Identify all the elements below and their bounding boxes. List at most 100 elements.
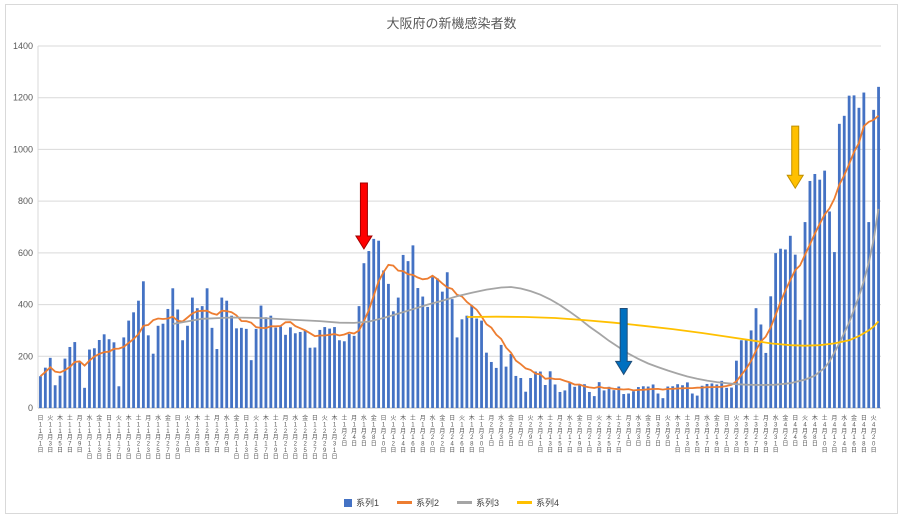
svg-text:2: 2: [872, 435, 876, 441]
svg-text:月: 月: [312, 434, 318, 441]
svg-text:1: 1: [245, 442, 249, 448]
svg-text:日: 日: [831, 447, 837, 454]
svg-text:8: 8: [862, 442, 866, 448]
svg-text:3: 3: [735, 442, 739, 448]
svg-text:日: 日: [792, 415, 798, 422]
svg-text:2: 2: [519, 422, 523, 428]
svg-text:3: 3: [764, 422, 768, 428]
svg-text:0: 0: [431, 442, 435, 448]
svg-text:200: 200: [18, 351, 33, 361]
legend-label-series2: 系列2: [415, 498, 439, 508]
svg-text:日: 日: [243, 453, 249, 460]
svg-text:1: 1: [588, 442, 592, 448]
svg-text:日: 日: [626, 441, 632, 448]
svg-text:木: 木: [194, 414, 200, 422]
svg-text:日: 日: [155, 453, 161, 460]
svg-text:1: 1: [323, 422, 327, 428]
svg-text:1: 1: [686, 435, 690, 441]
svg-text:1: 1: [39, 422, 43, 428]
svg-text:2: 2: [617, 422, 621, 428]
svg-text:2: 2: [784, 435, 788, 441]
red-arrow[interactable]: [355, 182, 373, 250]
svg-text:月: 月: [175, 434, 181, 441]
annotation-arrows[interactable]: [355, 125, 805, 376]
svg-text:8: 8: [421, 442, 425, 448]
svg-text:2: 2: [147, 442, 151, 448]
svg-text:2: 2: [313, 429, 317, 435]
svg-text:2: 2: [225, 429, 229, 435]
legend-label-series4: 系列4: [536, 498, 560, 508]
svg-text:火: 火: [528, 415, 534, 422]
svg-text:1: 1: [264, 442, 268, 448]
svg-text:4: 4: [401, 442, 405, 448]
svg-text:7: 7: [264, 448, 268, 454]
svg-text:日: 日: [822, 447, 828, 454]
svg-text:日: 日: [175, 415, 181, 422]
legend-marker-series3-line-icon: [457, 501, 472, 504]
svg-text:金: 金: [782, 414, 788, 422]
svg-text:金: 金: [96, 414, 102, 422]
svg-text:1: 1: [303, 422, 307, 428]
svg-text:月: 月: [351, 428, 357, 435]
bars-series1[interactable]: [39, 86, 880, 409]
svg-text:1: 1: [117, 429, 121, 435]
svg-text:月: 月: [831, 428, 837, 435]
svg-text:1: 1: [245, 422, 249, 428]
svg-text:金: 金: [439, 414, 445, 422]
svg-text:2: 2: [137, 442, 141, 448]
yellow-arrow[interactable]: [786, 125, 805, 190]
svg-text:月: 月: [831, 415, 837, 422]
svg-text:3: 3: [294, 448, 298, 454]
svg-text:400: 400: [18, 300, 33, 310]
svg-text:日: 日: [175, 453, 181, 460]
svg-text:7: 7: [117, 448, 121, 454]
svg-text:1: 1: [88, 442, 92, 448]
svg-text:1: 1: [852, 435, 856, 441]
svg-text:月: 月: [224, 434, 230, 441]
svg-text:3: 3: [245, 448, 249, 454]
legend-marker-series1-bar-icon: [343, 498, 352, 507]
svg-text:月: 月: [547, 428, 553, 435]
svg-text:日: 日: [400, 447, 406, 454]
legend-item-series4[interactable]: 系列4: [517, 496, 559, 509]
svg-text:日: 日: [616, 447, 622, 454]
legend-item-series1[interactable]: 系列1: [343, 496, 379, 509]
svg-text:月: 月: [96, 434, 102, 441]
legend-item-series3[interactable]: 系列3: [457, 496, 499, 509]
svg-text:日: 日: [586, 447, 592, 454]
svg-text:月: 月: [812, 428, 818, 435]
svg-text:7: 7: [519, 435, 523, 441]
blue-arrow[interactable]: [614, 307, 633, 376]
svg-text:金: 金: [233, 414, 239, 422]
svg-text:1: 1: [58, 422, 62, 428]
svg-text:土: 土: [547, 414, 553, 422]
svg-text:火: 火: [184, 415, 190, 422]
svg-text:4: 4: [852, 422, 856, 428]
line-series3[interactable]: [172, 208, 880, 386]
svg-text:1: 1: [372, 422, 376, 428]
line-series4[interactable]: [466, 315, 880, 347]
svg-text:2: 2: [333, 429, 337, 435]
svg-text:月: 月: [714, 428, 720, 435]
legend-marker-series4-line-icon: [517, 501, 533, 504]
svg-text:1: 1: [264, 422, 268, 428]
svg-text:木: 木: [400, 414, 406, 422]
svg-text:月: 月: [165, 434, 171, 441]
svg-text:月: 月: [322, 434, 328, 441]
svg-text:火: 火: [47, 415, 53, 422]
svg-text:1: 1: [147, 422, 151, 428]
svg-text:1: 1: [156, 429, 160, 435]
svg-text:1: 1: [49, 429, 53, 435]
svg-text:1: 1: [235, 448, 239, 454]
svg-text:3: 3: [637, 435, 641, 441]
svg-text:日: 日: [312, 415, 318, 422]
svg-text:日: 日: [86, 453, 92, 460]
svg-text:2: 2: [450, 435, 454, 441]
svg-text:1: 1: [401, 422, 405, 428]
svg-text:月: 月: [292, 434, 298, 441]
svg-text:日: 日: [253, 453, 259, 460]
svg-text:1: 1: [78, 429, 82, 435]
legend-item-series2[interactable]: 系列2: [396, 496, 439, 509]
svg-text:3: 3: [656, 422, 660, 428]
